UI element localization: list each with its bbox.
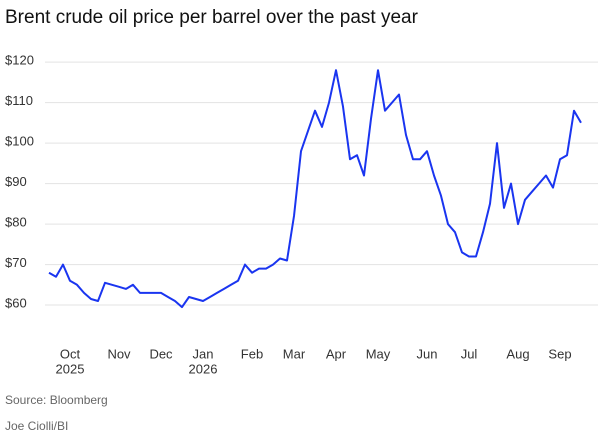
x-tick-label: Aug xyxy=(506,346,529,361)
x-tick-label: Apr xyxy=(326,346,347,361)
x-tick-label: Jul xyxy=(461,346,478,361)
y-tick-label: $120 xyxy=(5,53,34,68)
x-tick-label: Sep xyxy=(548,346,571,361)
y-tick-label: $80 xyxy=(5,215,27,230)
y-tick-label: $70 xyxy=(5,255,27,270)
y-tick-label: $110 xyxy=(5,93,33,108)
credit: Joe Ciolli/BI xyxy=(5,419,68,433)
x-tick-label: Feb xyxy=(241,346,263,361)
x-tick-year: 2025 xyxy=(56,361,85,376)
x-tick-label: Jan xyxy=(193,346,214,361)
x-tick-label: Jun xyxy=(417,346,438,361)
x-tick-label: Dec xyxy=(149,346,173,361)
price-line xyxy=(48,69,582,309)
x-tick-label: Mar xyxy=(283,346,306,361)
x-tick-label: Oct xyxy=(60,346,81,361)
x-tick-label: May xyxy=(366,346,391,361)
x-tick-label: Nov xyxy=(107,346,131,361)
y-tick-label: $60 xyxy=(5,295,27,310)
x-tick-year: 2026 xyxy=(189,361,218,376)
source: Source: Bloomberg xyxy=(5,393,108,407)
chart-title: Brent crude oil price per barrel over th… xyxy=(5,7,419,28)
y-tick-label: $100 xyxy=(5,134,34,149)
y-tick-label: $90 xyxy=(5,174,27,189)
